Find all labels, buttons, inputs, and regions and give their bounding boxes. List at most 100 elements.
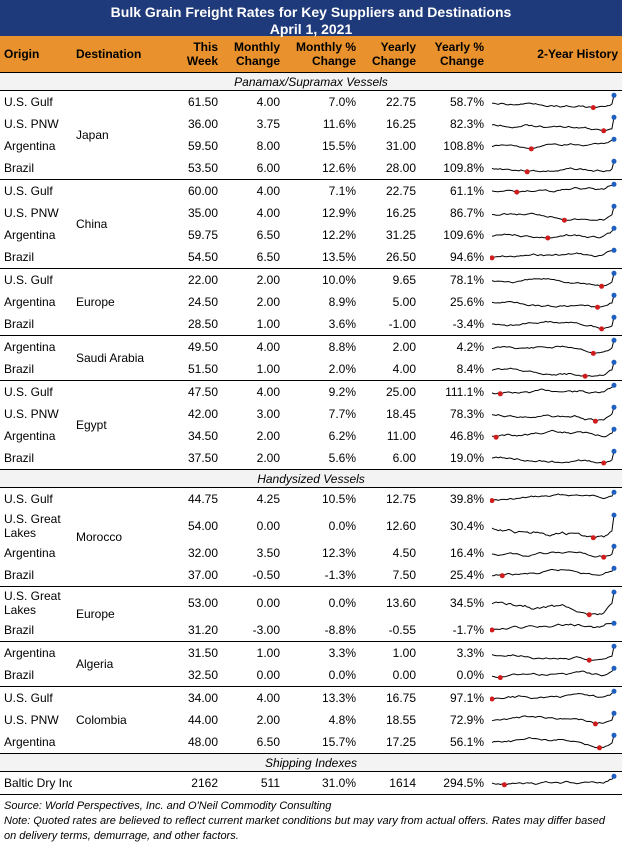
sparkline-chart: [491, 270, 617, 289]
sparkline-high-marker: [611, 181, 617, 187]
sparkline-high-marker: [611, 565, 617, 571]
sparkline-low-marker: [497, 675, 503, 681]
sparkline-high-marker: [611, 203, 617, 209]
history-sparkline-cell: [488, 113, 622, 135]
sparkline-path: [491, 161, 615, 173]
monthly-pct-cell: 8.9%: [328, 295, 356, 309]
monthly-change-cell: 4.25: [256, 492, 280, 506]
sparkline-high-marker: [611, 270, 617, 276]
sparkline-chart: [490, 489, 617, 504]
sparkline-path: [491, 492, 615, 502]
sparkline-high-marker: [611, 710, 617, 716]
yearly-change-cell: 6.00: [392, 451, 416, 465]
sparkline-path: [491, 95, 615, 109]
sparkline-low-marker: [592, 418, 598, 424]
table-row: Argentina 59.50 8.00 15.5% 31.00 108.8%: [0, 135, 622, 157]
sparkline-high-marker: [611, 589, 617, 595]
this-week-cell: 37.00: [187, 568, 218, 582]
sparkline-chart: [491, 181, 617, 195]
destination-cell: Saudi Arabia: [72, 335, 172, 381]
yearly-pct-cell: 94.6%: [449, 250, 484, 264]
monthly-change-cell: 1.00: [256, 317, 280, 331]
header-yearly-pct: Yearly % Change: [420, 36, 488, 73]
header-origin: Origin: [0, 36, 72, 73]
origin-cell: U.S. Great Lakes: [4, 512, 61, 540]
yearly-pct-cell: -3.4%: [452, 317, 484, 331]
sparkline-high-marker: [611, 512, 617, 518]
yearly-pct-cell: 61.1%: [420, 179, 488, 202]
sparkline-high-marker: [611, 688, 617, 694]
history-sparkline-cell: [488, 291, 622, 313]
history-sparkline-cell: [488, 135, 622, 157]
monthly-pct-cell: 10.5%: [321, 492, 356, 506]
monthly-pct-cell: 15.5%: [321, 139, 356, 153]
table-row: U.S. PNW 42.00 3.00 7.7% 18.45 78.3%: [0, 403, 622, 425]
yearly-pct-cell: 78.1%: [420, 268, 488, 291]
sparkline-low-marker: [592, 721, 598, 727]
yearly-pct-cell: 78.3%: [449, 407, 484, 421]
origin-cell: U.S. Gulf: [4, 492, 53, 506]
sparkline-chart: [491, 203, 617, 223]
sparkline-chart: [491, 158, 617, 175]
sparkline-low-marker: [586, 612, 592, 618]
sparkline-low-marker: [590, 105, 596, 111]
monthly-pct-cell: 6.2%: [328, 429, 356, 443]
sparkline-chart: [491, 512, 617, 541]
this-week-cell: 37.50: [187, 451, 218, 465]
sparkline-high-marker: [611, 643, 617, 649]
history-sparkline-cell: [488, 380, 622, 403]
sparkline-low-marker: [545, 235, 551, 241]
header-destination: Destination: [72, 36, 172, 73]
history-sparkline-cell: [488, 157, 622, 180]
history-sparkline-cell: [488, 586, 622, 619]
monthly-pct-cell: 7.7%: [328, 407, 356, 421]
yearly-change-cell: 22.75: [385, 95, 416, 109]
history-sparkline-cell: [488, 664, 622, 687]
history-sparkline-cell: [488, 335, 622, 358]
sparkline-high-marker: [611, 773, 617, 779]
origin-cell: Argentina: [4, 139, 56, 153]
yearly-pct-cell: 72.9%: [449, 713, 484, 727]
monthly-pct-cell: 9.2%: [284, 380, 360, 403]
monthly-pct-cell: 13.5%: [321, 250, 356, 264]
sparkline-path: [492, 429, 615, 438]
sparkline-low-marker: [601, 460, 607, 466]
monthly-change-cell: 2.00: [222, 268, 284, 291]
monthly-change-cell: 2.00: [256, 451, 280, 465]
origin-cell: U.S. Gulf: [0, 380, 72, 403]
section-label: Panamax/Supramax Vessels: [0, 72, 622, 91]
sparkline-high-marker: [611, 247, 617, 253]
header-monthly-change: Monthly Change: [222, 36, 284, 73]
monthly-pct-cell: 0.0%: [328, 519, 356, 533]
sparkline-chart: [491, 710, 617, 727]
sparkline-high-marker: [611, 225, 617, 231]
monthly-pct-cell: 11.6%: [322, 117, 356, 131]
monthly-pct-cell: 13.3%: [284, 686, 360, 709]
table-row: U.S. PNW 35.00 4.00 12.9% 16.25 86.7%: [0, 202, 622, 224]
yearly-change-cell: 16.75: [360, 686, 420, 709]
history-sparkline-cell: [488, 641, 622, 664]
table-row: Argentina 34.50 2.00 6.2% 11.00 46.8%: [0, 425, 622, 447]
sparkline-high-marker: [611, 314, 617, 320]
sparkline-chart: [491, 773, 617, 788]
sparkline-chart: [491, 292, 617, 310]
monthly-pct-cell: 7.1%: [284, 179, 360, 202]
sparkline-chart: [490, 247, 617, 261]
yearly-pct-cell: 82.3%: [449, 117, 484, 131]
sparkline-chart: [491, 565, 617, 579]
sparkline-high-marker: [611, 92, 617, 98]
monthly-change-cell: 1.00: [256, 362, 280, 376]
table-row: U.S. Gulf Europe 22.00 2.00 10.0% 9.65 78.1%: [0, 268, 622, 336]
sparkline-low-marker: [601, 554, 607, 560]
sparkline-high-marker: [611, 114, 617, 120]
monthly-change-cell: 4.00: [256, 206, 280, 220]
table-row: Brazil 37.00 -0.50 -1.3% 7.50 25.4%: [0, 564, 622, 587]
yearly-change-cell: 12.60: [385, 519, 416, 533]
footer-source: Source: World Perspectives, Inc. and O'N…: [4, 800, 332, 812]
monthly-pct-cell: 2.0%: [328, 362, 356, 376]
sparkline-low-marker: [601, 128, 607, 134]
history-sparkline-cell: [488, 709, 622, 731]
yearly-change-cell: 18.45: [385, 407, 416, 421]
origin-cell: Brazil: [4, 568, 35, 582]
history-sparkline-cell: [488, 91, 622, 114]
